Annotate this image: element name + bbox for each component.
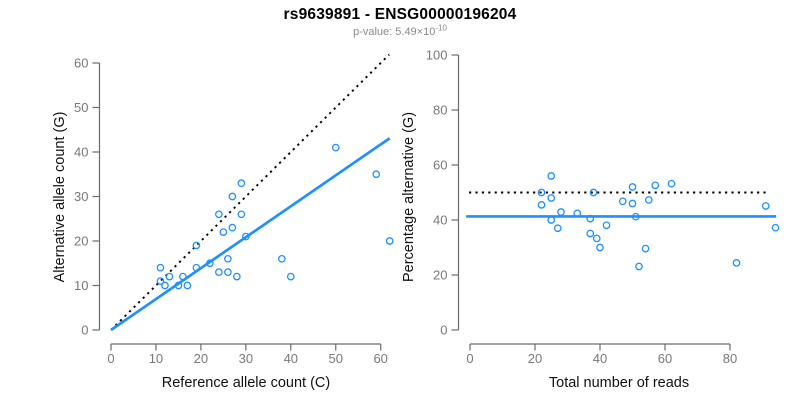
data-point: [156, 263, 165, 272]
data-point: [233, 272, 241, 281]
y-axis-title: Percentage alternative (G): [401, 112, 417, 282]
data-point: [592, 234, 601, 243]
data-point: [183, 281, 192, 290]
data-point: [586, 214, 595, 223]
data-point: [618, 197, 627, 206]
data-point: [631, 212, 640, 221]
data-point: [644, 196, 653, 204]
x-tick-label: 60: [658, 351, 672, 366]
data-points: [537, 172, 780, 271]
y-tick-label: 60: [433, 158, 447, 173]
y-tick-label: 40: [433, 213, 447, 228]
data-point: [537, 201, 546, 209]
data-point: [192, 263, 201, 272]
scatter-plot: 0 20 40 60 80 0 20 40 60 80 100 Total number of rea…: [401, 48, 780, 391]
data-point: [573, 209, 582, 218]
y-tick-label: 0: [81, 323, 88, 338]
identity-dotted-line: [110, 53, 390, 331]
data-point: [286, 272, 295, 281]
data-point: [161, 281, 169, 290]
y-tick-label: 20: [433, 268, 447, 283]
data-point: [586, 229, 595, 238]
data-point: [242, 232, 250, 241]
data-point: [547, 172, 556, 180]
x-axis: [469, 343, 731, 351]
x-axis-title: Total number of reads: [549, 375, 689, 391]
y-tick-label: 40: [74, 145, 88, 160]
y-tick-label: 100: [426, 48, 448, 63]
y-axis: [451, 54, 460, 331]
data-point: [174, 281, 183, 290]
data-point: [385, 237, 394, 245]
data-point: [641, 244, 650, 253]
x-tick-label: 60: [373, 351, 387, 366]
data-point: [589, 188, 598, 197]
data-point: [635, 262, 643, 271]
data-point: [215, 268, 223, 276]
data-point: [537, 188, 546, 197]
data-point: [667, 179, 676, 188]
y-tick-label: 30: [74, 189, 88, 204]
data-point: [628, 199, 637, 208]
x-tick-label: 0: [107, 351, 114, 366]
x-tick-label: 30: [239, 351, 253, 366]
regression-line: [110, 137, 391, 332]
x-tick-label: 40: [284, 351, 298, 366]
data-point: [165, 272, 174, 281]
data-point: [761, 202, 770, 210]
data-point: [179, 272, 187, 281]
x-tick-label: 50: [329, 351, 343, 366]
x-tick-label: 0: [466, 351, 473, 366]
data-point: [224, 268, 232, 276]
data-point: [156, 277, 165, 285]
plot-subtitle: p-value: 5.49×10-10: [0, 23, 800, 38]
data-point: [596, 243, 604, 252]
data-points: [156, 143, 394, 290]
x-tick-label: 80: [723, 351, 737, 366]
data-point: [277, 254, 286, 263]
data-point: [557, 208, 565, 216]
data-point: [331, 143, 340, 152]
data-point: [602, 221, 611, 230]
y-tick-label: 60: [74, 56, 88, 71]
data-point: [219, 228, 228, 236]
data-point: [771, 223, 780, 232]
scatter-plot: 0 10 20 30 40 50 60 0 10 20 30 40 50 60 Reference alle…: [52, 53, 394, 391]
y-tick-label: 20: [74, 234, 88, 249]
x-tick-label: 10: [149, 351, 163, 366]
plot-title: rs9639891 - ENSG00000196204: [283, 6, 517, 23]
data-point: [228, 223, 237, 232]
y-tick-label: 50: [74, 100, 88, 115]
data-point: [547, 194, 556, 202]
data-point: [372, 170, 381, 179]
data-point: [224, 254, 232, 263]
data-point: [732, 259, 741, 267]
data-point: [206, 259, 214, 268]
x-axis: [110, 343, 382, 351]
data-point: [228, 192, 237, 201]
y-tick-label: 0: [440, 323, 447, 338]
data-point: [237, 179, 246, 187]
y-axis-title: Alternative allele count (G): [52, 112, 68, 283]
x-tick-label: 40: [593, 351, 607, 366]
data-point: [547, 216, 556, 224]
data-point: [215, 210, 223, 219]
y-tick-label: 80: [433, 103, 447, 118]
data-point: [628, 183, 637, 191]
data-point: [553, 224, 562, 233]
y-tick-label: 10: [74, 278, 88, 293]
y-axis: [92, 62, 101, 331]
data-point: [651, 181, 660, 190]
data-point: [237, 210, 246, 219]
p-value-text: p-value: 5.49×10: [353, 26, 436, 38]
x-tick-label: 20: [194, 351, 208, 366]
x-tick-label: 20: [528, 351, 542, 366]
data-point: [192, 241, 201, 250]
x-axis-title: Reference allele count (C): [162, 375, 330, 391]
p-value-exponent: -10: [435, 23, 447, 33]
